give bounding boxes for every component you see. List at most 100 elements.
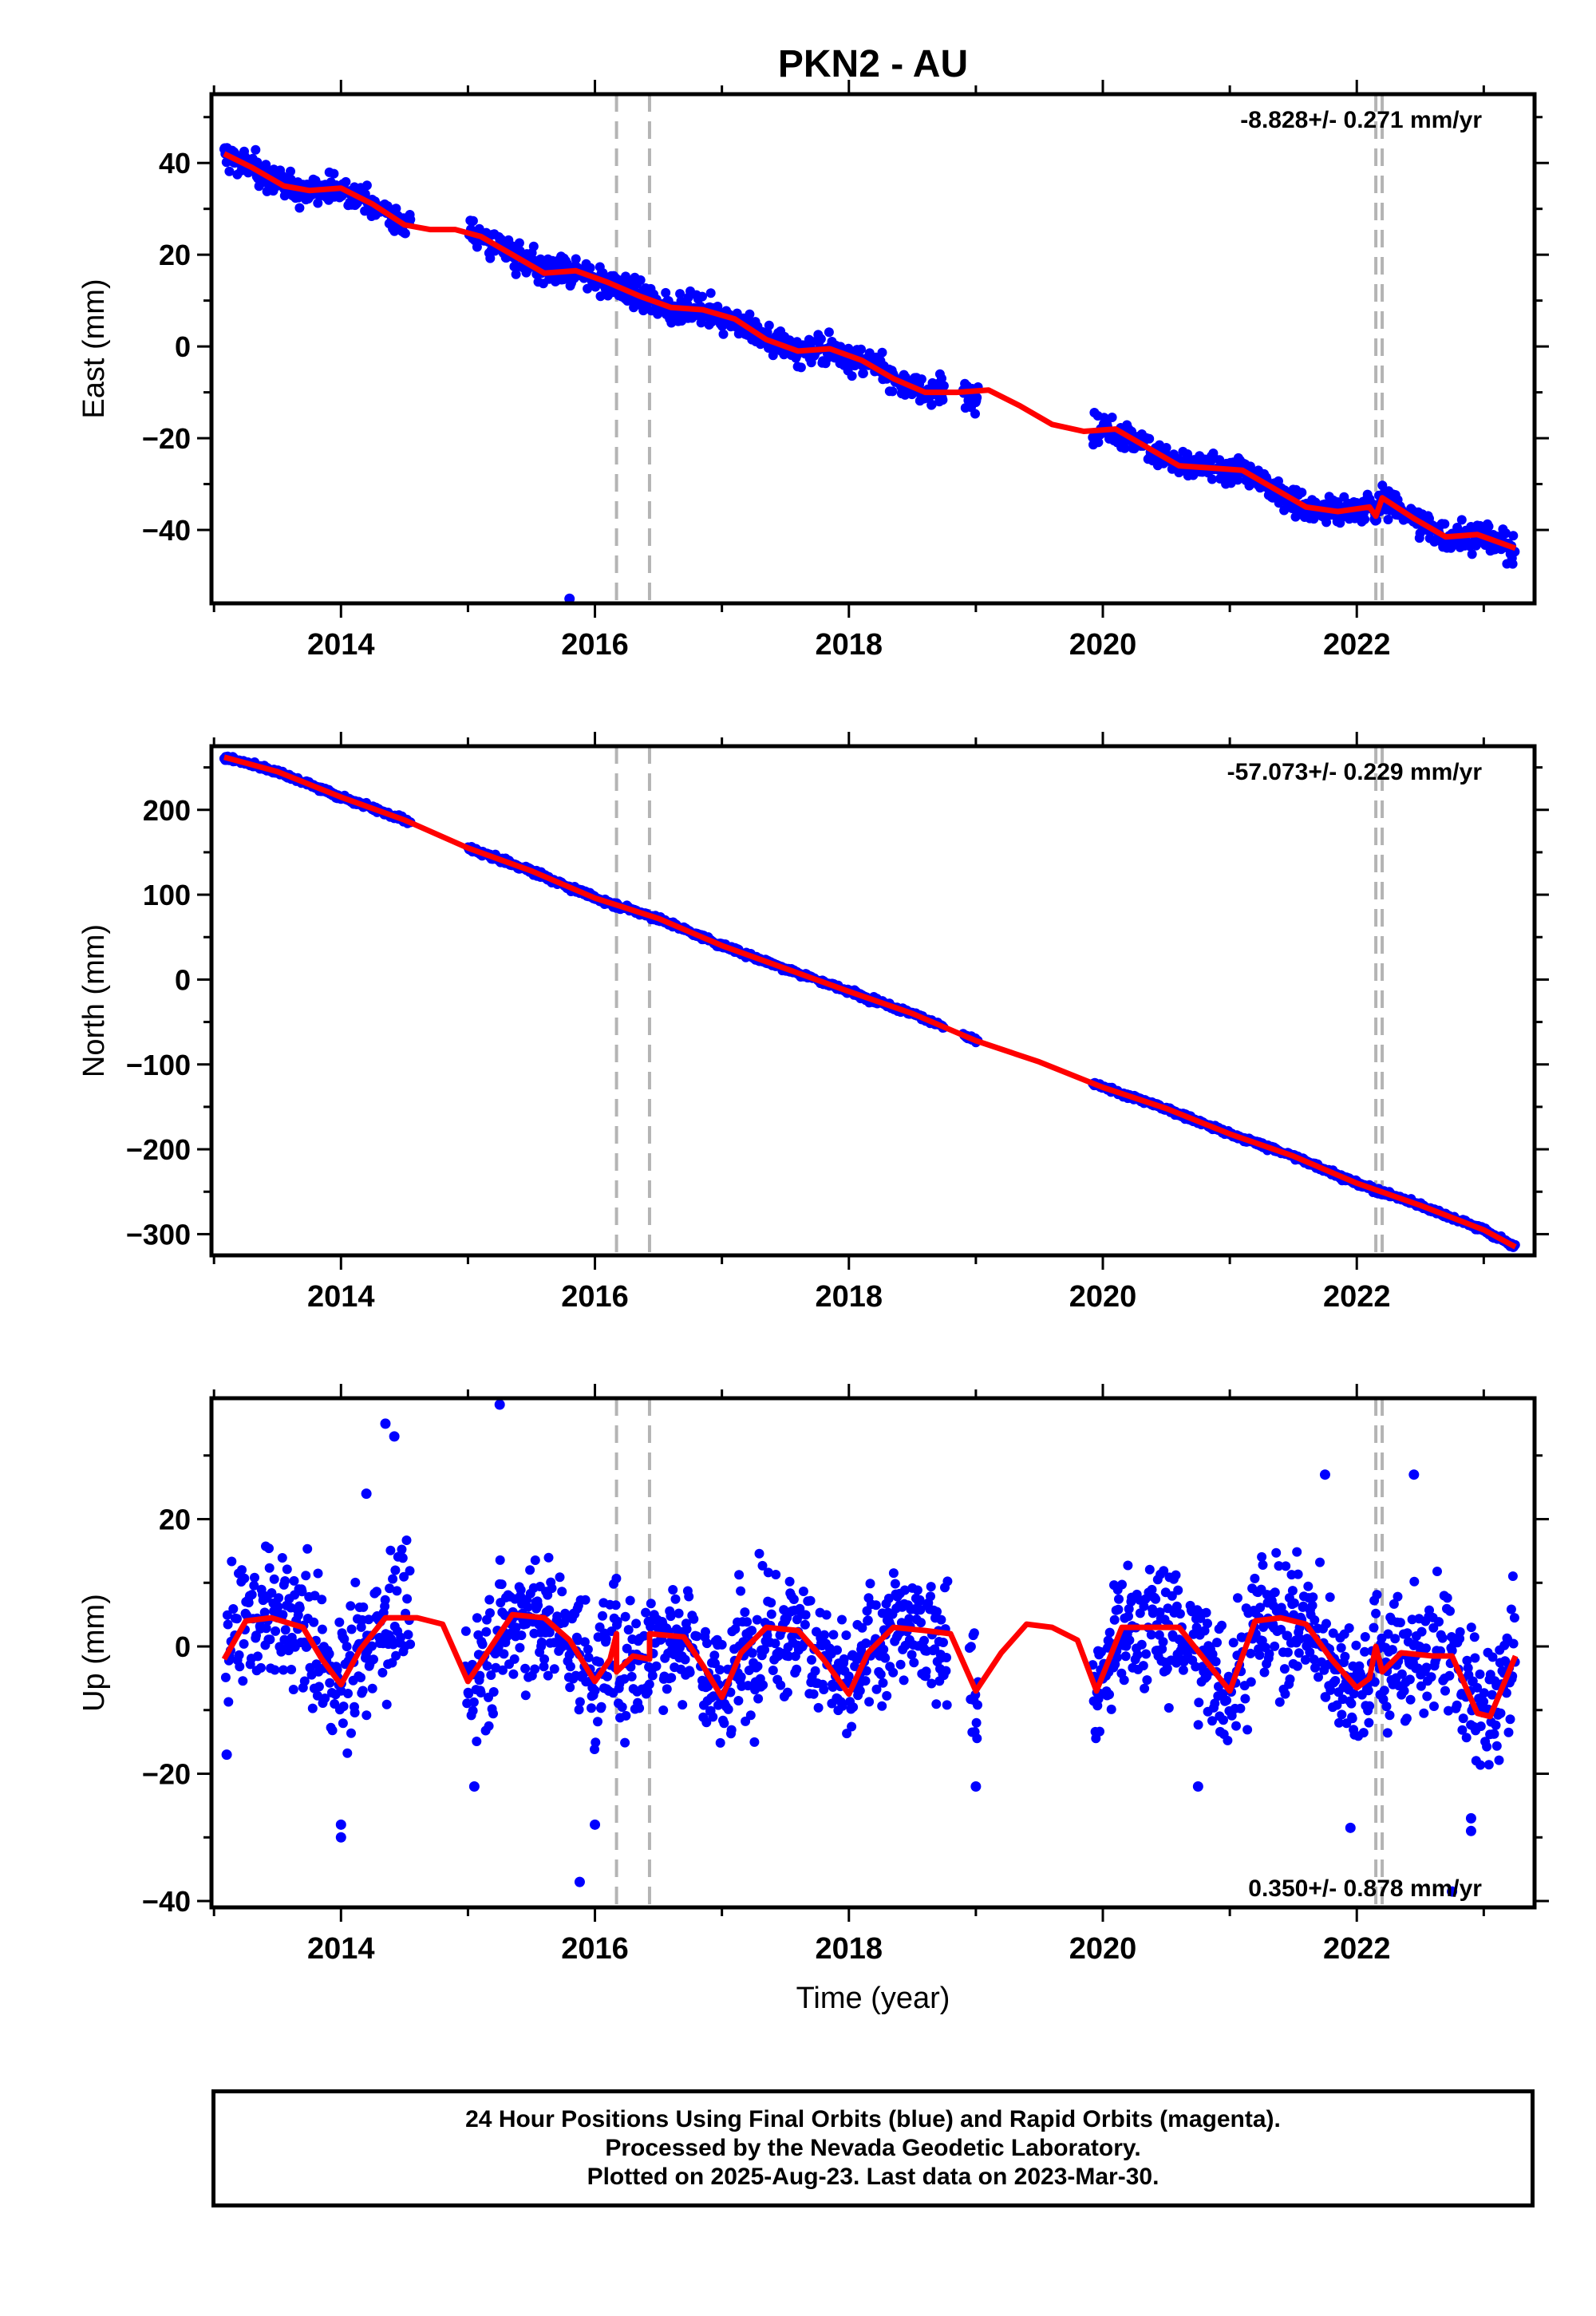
data-point — [1315, 1557, 1325, 1567]
data-point — [1093, 437, 1104, 448]
data-point — [1163, 1703, 1174, 1713]
data-point — [1303, 1581, 1314, 1591]
data-point — [484, 1721, 494, 1731]
data-point — [1503, 1727, 1514, 1737]
data-point — [493, 1642, 504, 1652]
data-point — [464, 1689, 474, 1699]
data-point — [1321, 1692, 1331, 1702]
data-point — [1495, 1708, 1506, 1718]
data-point — [1124, 1611, 1133, 1622]
data-point — [1452, 1700, 1462, 1710]
data-point — [488, 1709, 498, 1719]
data-point — [220, 1672, 231, 1682]
data-point — [1491, 1720, 1501, 1730]
data-point — [1274, 1561, 1284, 1571]
data-point — [381, 1699, 392, 1709]
data-point — [515, 1642, 525, 1653]
data-point — [1158, 1637, 1168, 1647]
data-point — [1255, 1603, 1266, 1613]
data-point — [747, 1626, 757, 1636]
data-point — [808, 1689, 819, 1699]
data-point — [346, 1601, 356, 1611]
data-point — [1369, 1677, 1380, 1687]
outlier-point — [1447, 1886, 1458, 1897]
data-point — [403, 1630, 413, 1640]
data-point — [1095, 1726, 1104, 1737]
data-point — [277, 1553, 287, 1563]
data-point — [887, 386, 898, 397]
outlier-point — [380, 1418, 391, 1429]
data-point — [681, 1624, 692, 1634]
footer-line-3: Plotted on 2025-Aug-23. Last data on 202… — [587, 2164, 1159, 2190]
data-point — [620, 1611, 630, 1622]
outlier-point — [335, 1832, 346, 1843]
y-tick-label: 40 — [159, 147, 191, 180]
data-point — [766, 1598, 776, 1608]
data-point — [232, 1614, 242, 1624]
data-point — [369, 1654, 378, 1665]
data-point — [689, 1614, 699, 1624]
data-point — [591, 1737, 601, 1748]
plot-frame — [209, 92, 1537, 606]
data-point — [329, 168, 339, 179]
data-point — [734, 1570, 745, 1580]
data-point — [863, 1615, 873, 1626]
data-point — [1422, 1691, 1432, 1701]
data-point — [482, 1661, 492, 1671]
data-point — [641, 1607, 651, 1618]
y-tick-label: 20 — [159, 239, 191, 271]
data-point — [745, 309, 755, 319]
data-point — [848, 1702, 859, 1713]
data-point — [821, 1610, 832, 1620]
data-point — [402, 1594, 413, 1604]
data-point — [356, 1622, 366, 1632]
data-point — [701, 1717, 712, 1728]
data-point — [1337, 1709, 1347, 1720]
data-point — [460, 1626, 471, 1636]
data-point — [307, 1703, 318, 1713]
data-point — [1203, 1618, 1212, 1629]
data-point — [895, 1659, 906, 1670]
data-point — [1402, 1628, 1412, 1638]
data-point — [239, 1638, 249, 1649]
data-point — [279, 1634, 290, 1645]
data-point — [703, 1681, 713, 1691]
data-point — [1258, 1560, 1268, 1570]
data-point — [1270, 1641, 1280, 1651]
data-point — [1476, 1760, 1486, 1770]
data-point — [265, 1634, 275, 1645]
data-point — [1228, 1638, 1238, 1648]
data-point — [764, 320, 774, 330]
data-point — [1212, 1638, 1222, 1648]
data-point — [282, 1564, 292, 1575]
data-point — [397, 1544, 407, 1555]
data-point — [1419, 1708, 1429, 1718]
data-point — [1222, 1695, 1231, 1705]
data-point — [936, 1614, 946, 1625]
data-point — [1467, 549, 1477, 559]
data-point — [861, 1638, 871, 1648]
data-point — [294, 1603, 305, 1613]
data-point — [1369, 1622, 1379, 1633]
data-point — [547, 1583, 557, 1594]
data-point — [796, 362, 806, 373]
data-point — [317, 1595, 327, 1605]
data-point — [224, 166, 235, 176]
data-point — [343, 1689, 353, 1698]
data-point — [740, 1607, 750, 1618]
data-point — [1161, 443, 1171, 453]
data-point — [358, 1686, 368, 1696]
data-point — [864, 1697, 875, 1707]
data-point — [280, 1625, 290, 1635]
data-point — [338, 1718, 348, 1729]
data-point — [1347, 1713, 1357, 1724]
data-point — [916, 374, 926, 385]
data-point — [481, 1626, 492, 1637]
outlier-point — [590, 1819, 601, 1830]
data-point — [666, 1611, 676, 1622]
data-point — [1416, 1626, 1427, 1637]
data-point — [1360, 514, 1370, 524]
data-point — [313, 1568, 323, 1579]
data-point — [1280, 1689, 1290, 1699]
